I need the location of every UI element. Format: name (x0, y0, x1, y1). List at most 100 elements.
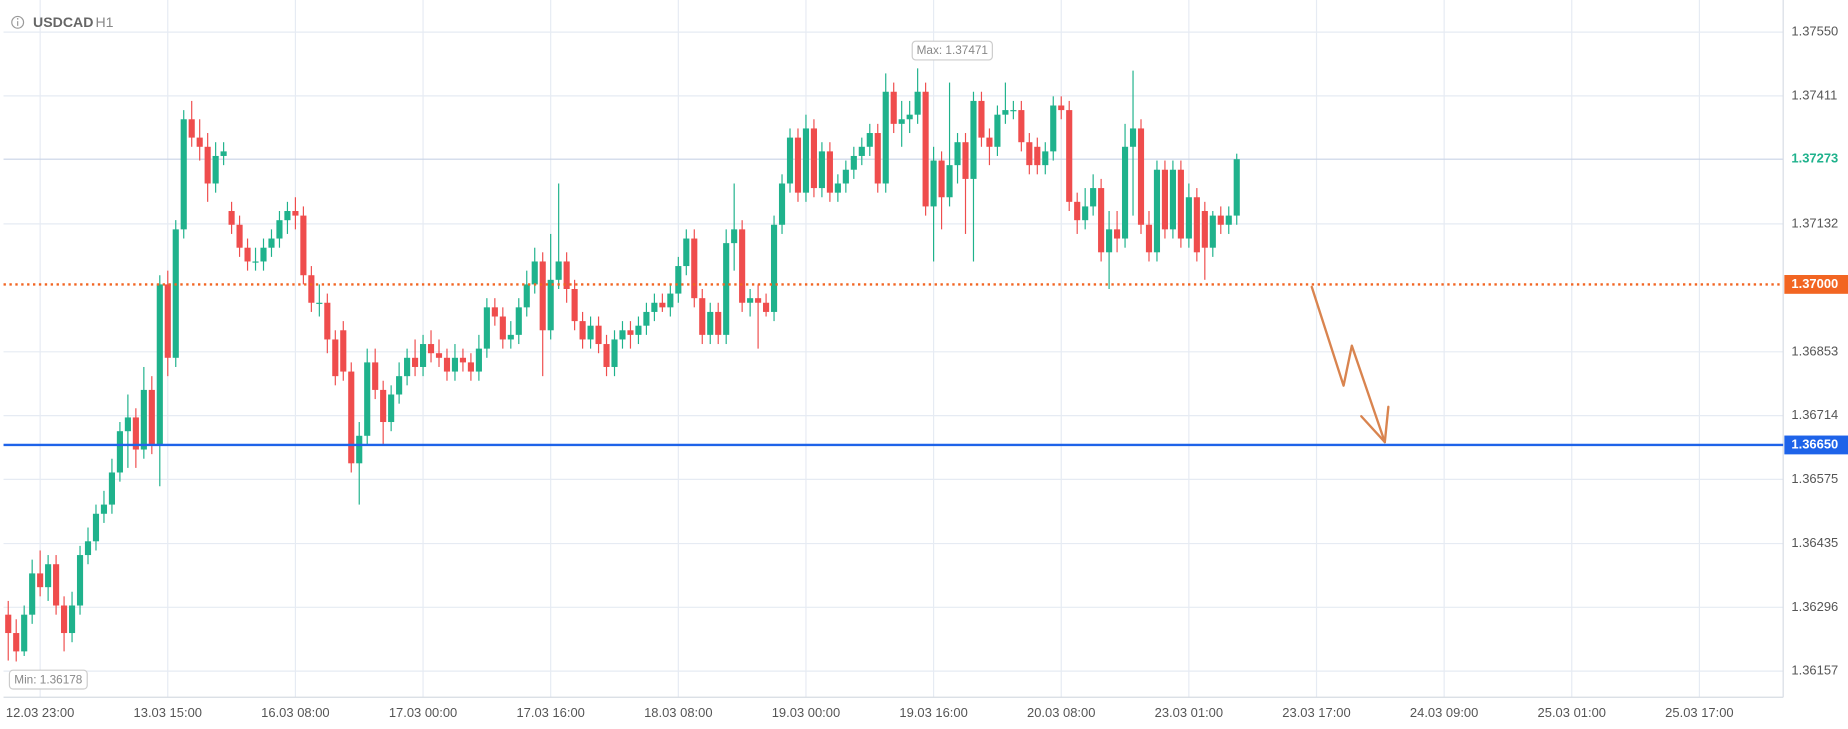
y-tick-label: 1.36575 (1791, 471, 1838, 486)
candle-body (5, 614, 12, 634)
current-price-box (1784, 149, 1848, 169)
candle-body (555, 261, 562, 280)
y-tick-label: 1.37411 (1791, 87, 1837, 102)
candle-body (818, 151, 825, 189)
candle-body (579, 321, 586, 340)
candle-body (930, 160, 937, 207)
candle-body (483, 307, 490, 349)
candle-body (316, 302, 323, 304)
candle-body (571, 288, 578, 322)
candle-body (451, 357, 459, 372)
candle-body (1193, 197, 1200, 253)
candle-body (755, 298, 762, 303)
candle-body (475, 348, 482, 372)
candle-body (124, 417, 131, 432)
candle-body (858, 146, 865, 156)
candle-body (866, 133, 873, 147)
candle-body (284, 211, 291, 221)
x-tick-label: 12.03 23:00 (6, 705, 74, 720)
x-tick-label: 23.03 17:00 (1282, 705, 1350, 720)
candle-body (739, 229, 746, 303)
candle-body (1161, 169, 1169, 230)
candle-body (356, 435, 363, 464)
candle-body (539, 261, 546, 331)
candle-body (778, 183, 786, 225)
candle-body (1082, 206, 1089, 221)
candle-body (100, 504, 108, 514)
candle-body (882, 91, 889, 184)
candle-body (308, 275, 315, 303)
candle-body (763, 302, 770, 312)
candle-body (507, 334, 514, 340)
candle-body (850, 155, 857, 170)
candle-body (707, 311, 714, 335)
candle-body (683, 238, 690, 267)
candle-body (45, 564, 52, 588)
candle-body (1058, 105, 1065, 111)
candle-body (691, 238, 698, 299)
candle-body (435, 353, 443, 358)
candle-body (412, 357, 419, 367)
drawn-arrow (1310, 285, 1390, 444)
candle-body (1010, 110, 1017, 112)
candle-body (324, 302, 331, 340)
current-price-label: 1.37273 (1791, 151, 1838, 166)
candle-body (220, 151, 227, 156)
candle-body (459, 357, 467, 363)
candle-body (898, 119, 905, 124)
candle-body (962, 142, 969, 179)
candle-body (547, 279, 554, 331)
candle-body (978, 100, 985, 138)
arrow-path (1310, 285, 1386, 444)
candle-body (731, 229, 738, 244)
y-tick-label: 1.37132 (1791, 215, 1838, 230)
candle-body (723, 243, 730, 335)
candle-body (156, 284, 163, 445)
candle-body (53, 564, 60, 606)
candle-body (13, 633, 20, 652)
candle-body (986, 137, 993, 147)
candle-body (68, 605, 76, 634)
candle-body (531, 261, 538, 285)
candle-body (148, 389, 155, 445)
candle-body (29, 573, 36, 615)
max-label-box (911, 40, 993, 61)
candle-body (1169, 169, 1176, 230)
candle-body (1121, 146, 1129, 239)
candle-body (826, 151, 833, 193)
level-label: 1.36650 (1791, 436, 1838, 451)
level-label: 1.37000 (1791, 276, 1838, 291)
candle-body (132, 417, 139, 450)
candle-body (244, 247, 251, 262)
candle-body (938, 160, 945, 198)
min-label: Min: 1.36178 (14, 673, 83, 686)
candle-body (491, 307, 498, 317)
x-tick-label: 25.03 17:00 (1665, 705, 1733, 720)
candle-body (180, 119, 187, 230)
candle-body (914, 91, 921, 115)
candle-body (1098, 188, 1105, 253)
candle-body (1050, 105, 1057, 152)
y-tick-label: 1.37550 (1791, 24, 1838, 39)
y-tick-label: 1.36853 (1791, 343, 1838, 358)
candle-body (380, 389, 387, 423)
x-tick-label: 24.03 09:00 (1410, 705, 1478, 720)
candle-body (364, 362, 371, 436)
candle-body (1185, 197, 1192, 239)
x-tick-label: 13.03 15:00 (134, 705, 202, 720)
candle-body (1217, 215, 1224, 225)
candle-body (699, 298, 706, 335)
candle-body (1018, 110, 1025, 143)
candle-body (595, 325, 602, 345)
max-label: Max: 1.37471 (917, 44, 988, 57)
info-icon[interactable] (11, 15, 25, 29)
info-icon-dot (16, 17, 19, 20)
candles (5, 68, 1240, 662)
candle-body (1201, 211, 1208, 248)
candle-body (108, 472, 116, 505)
candle-body (372, 362, 379, 390)
candle-body (1114, 229, 1121, 239)
candle-body (228, 211, 235, 225)
candle-body (404, 357, 411, 377)
